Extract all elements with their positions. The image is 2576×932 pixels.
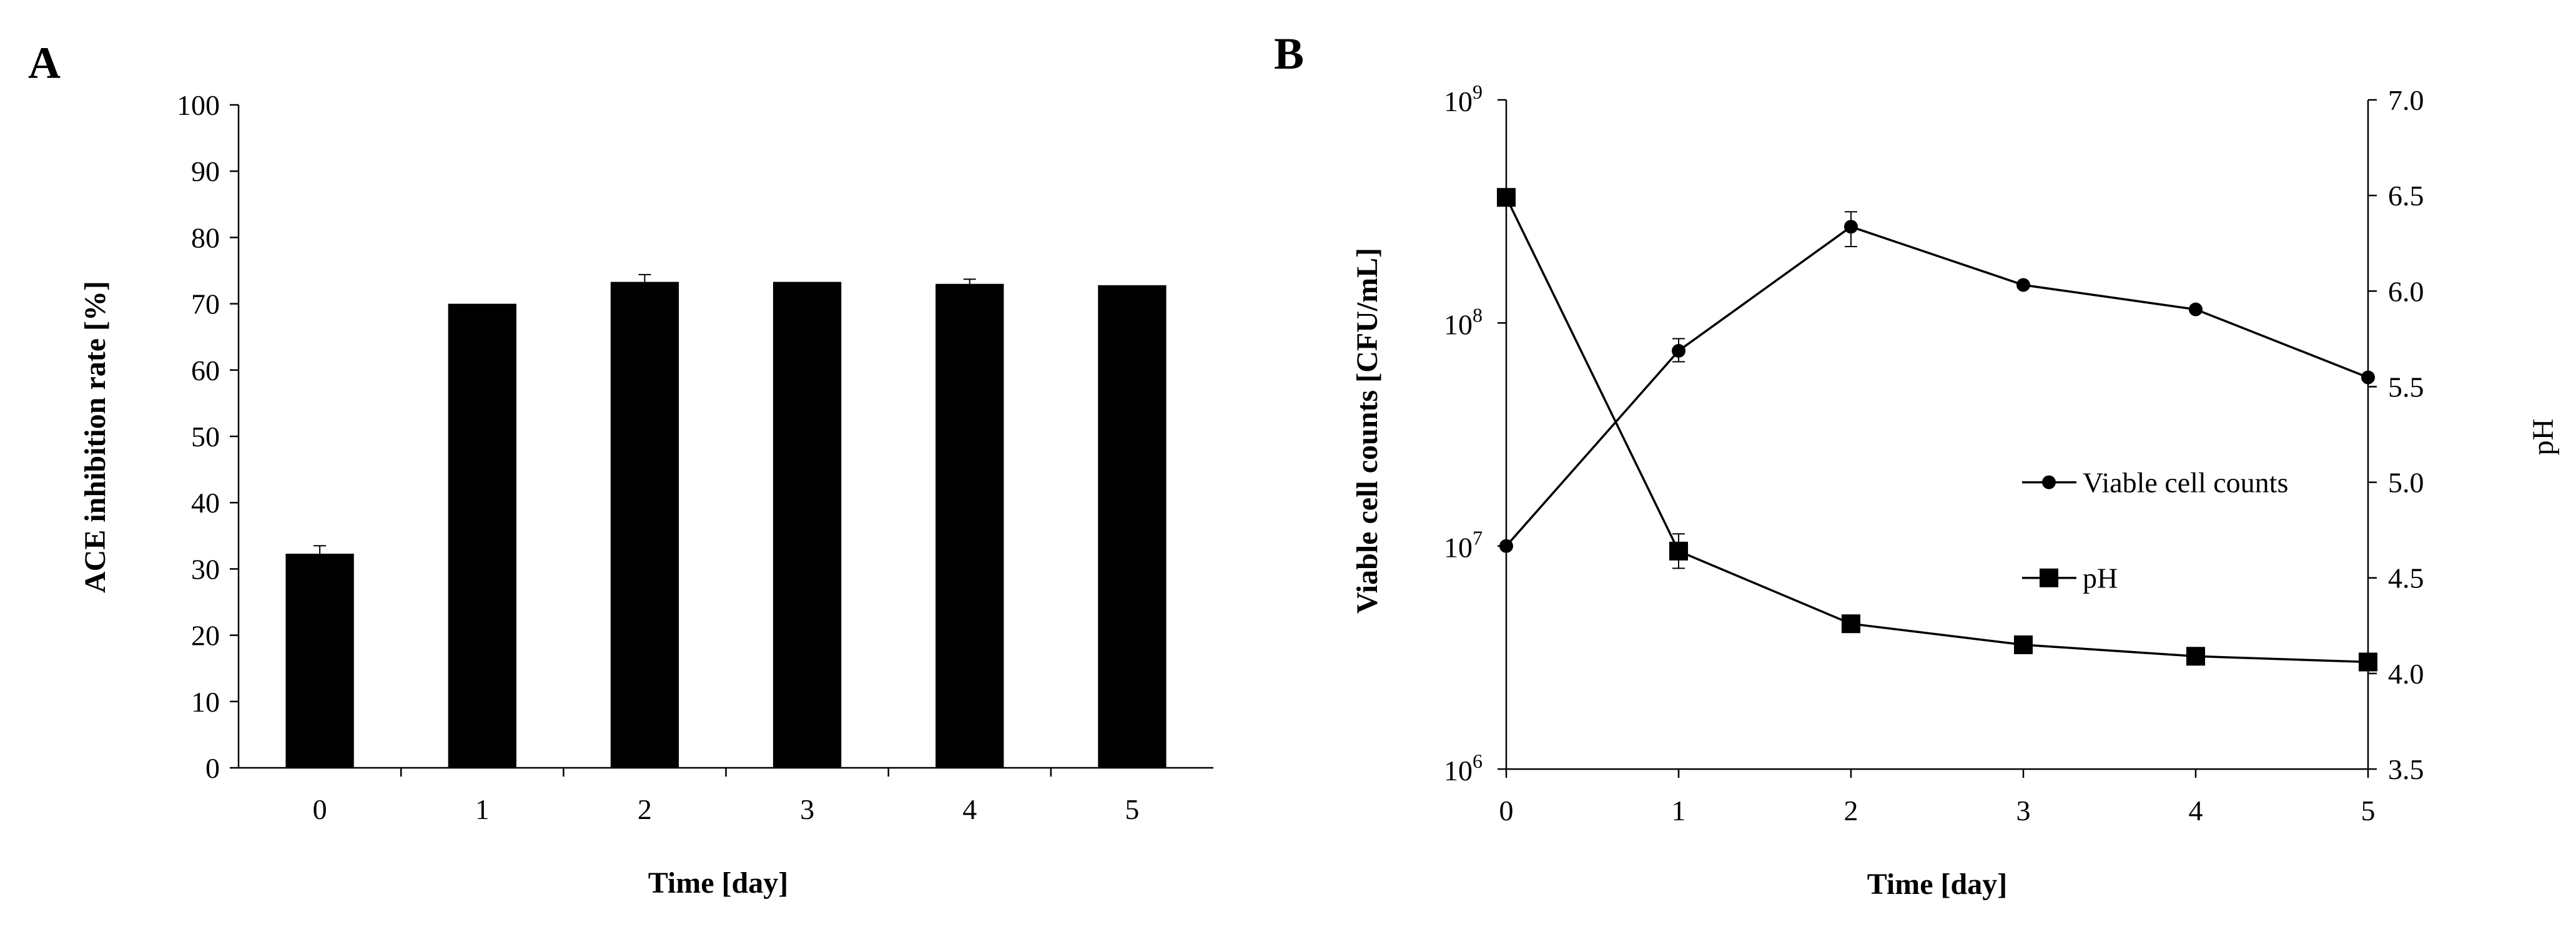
x-tick-label: 1 — [475, 793, 490, 825]
data-point — [2016, 278, 2030, 292]
y-axis-left-title-b: Viable cell counts [CFU/mL] — [1351, 248, 1384, 614]
series-line — [1505, 197, 2369, 664]
y-left-tick-label: 109 — [1444, 81, 1483, 117]
y-axis-right-title-b: pH — [2527, 419, 2560, 456]
tick-exponent: 8 — [1473, 303, 1483, 326]
bar — [285, 553, 354, 768]
y-left-tick-label: 108 — [1444, 303, 1483, 340]
bar — [1098, 285, 1167, 768]
x-tick-label: 1 — [1672, 795, 1686, 827]
bars-a — [285, 273, 1167, 768]
data-point — [1499, 539, 1513, 553]
series-ph — [1497, 188, 2377, 672]
legend-label: Viable cell counts — [2083, 467, 2288, 499]
y-tick-label: 100 — [177, 89, 220, 121]
series-viable-cell-counts — [1499, 211, 2375, 553]
x-tick-label: 5 — [2361, 795, 2376, 827]
series-b — [1497, 188, 2377, 672]
bar — [772, 282, 842, 768]
y-tick-label: 10 — [191, 686, 220, 718]
y-right-tick-label: 4.0 — [2388, 658, 2424, 690]
y-right-tick-label: 7.0 — [2388, 84, 2424, 116]
y-tick-label: 40 — [191, 487, 220, 519]
legend-marker — [2042, 475, 2056, 489]
data-point — [1842, 614, 1860, 634]
y-left-tick-label: 106 — [1444, 750, 1483, 787]
y-right-tick-label: 5.0 — [2388, 467, 2424, 499]
tick-base: 10 — [1444, 532, 1473, 564]
data-point — [1672, 343, 1685, 358]
y-right-tick-label: 5.5 — [2388, 371, 2424, 403]
x-tick-label: 3 — [2016, 795, 2031, 827]
y-right-tick-label: 4.5 — [2388, 562, 2424, 594]
x-tick-label: 0 — [1499, 795, 1514, 827]
y-ticks-a: 0 10 20 30 40 50 60 70 80 90 100 — [177, 89, 239, 784]
panel-label-a: A — [28, 38, 61, 88]
chart-panel-a: A 0 10 20 30 40 50 60 70 80 90 100 0 1 2 3 4 5 Time [da… — [28, 38, 1213, 900]
data-point — [2014, 635, 2033, 654]
data-point — [2361, 370, 2375, 385]
tick-base: 10 — [1444, 308, 1473, 340]
y-axis-title-a: ACE inhibition rate [%] — [79, 281, 112, 593]
legend-marker — [2040, 568, 2058, 587]
x-tick-label: 4 — [962, 793, 977, 825]
y-tick-label: 50 — [191, 421, 220, 453]
tick-base: 10 — [1444, 755, 1473, 787]
tick-exponent: 7 — [1473, 527, 1483, 549]
panel-label-b: B — [1274, 29, 1304, 79]
y-tick-label: 20 — [191, 620, 220, 652]
legend-b: Viable cell counts pH — [2022, 467, 2288, 594]
x-tick-label: 3 — [800, 793, 814, 825]
x-ticks-a: 0 1 2 3 4 5 — [313, 768, 1139, 825]
x-tick-label: 2 — [638, 793, 652, 825]
error-bar — [963, 278, 976, 290]
y-right-tick-label: 3.5 — [2388, 753, 2424, 785]
y-right-tick-label: 6.0 — [2388, 275, 2424, 307]
tick-base: 10 — [1444, 86, 1473, 117]
legend-item: pH — [2022, 562, 2118, 594]
data-point — [1669, 541, 1688, 561]
error-bar — [638, 273, 651, 290]
x-axis-title-a: Time [day] — [648, 866, 788, 900]
y-tick-label: 30 — [191, 553, 220, 585]
legend-item: Viable cell counts — [2022, 467, 2288, 499]
y-tick-label: 0 — [205, 752, 220, 784]
series-line — [1505, 225, 2369, 547]
data-point — [2186, 647, 2205, 666]
y-left-tick-label: 107 — [1444, 527, 1483, 564]
x-tick-label: 0 — [313, 793, 327, 825]
y-tick-label: 60 — [191, 355, 220, 386]
bar — [610, 282, 679, 768]
y-tick-label: 80 — [191, 222, 220, 253]
x-axis-title-b: Time [day] — [1867, 868, 2007, 901]
y-tick-label: 70 — [191, 288, 220, 320]
data-point — [1497, 188, 1516, 207]
y-ticks-right-b: 3.5 4.0 4.5 5.0 5.5 6.0 6.5 7.0 — [2368, 84, 2424, 785]
tick-exponent: 9 — [1473, 81, 1483, 103]
error-bar — [313, 545, 327, 562]
data-point — [1844, 220, 1858, 234]
data-point — [2359, 652, 2377, 672]
x-ticks-b: 0 1 2 3 4 5 — [1499, 769, 2376, 827]
x-tick-label: 4 — [2189, 795, 2203, 827]
y-right-tick-label: 6.5 — [2388, 180, 2424, 212]
x-tick-label: 5 — [1125, 793, 1139, 825]
x-tick-label: 2 — [1844, 795, 1858, 827]
tick-exponent: 6 — [1473, 750, 1483, 772]
bar — [935, 283, 1004, 768]
y-tick-label: 90 — [191, 155, 220, 187]
bar — [448, 303, 516, 768]
data-point — [2189, 302, 2203, 316]
legend-label: pH — [2083, 562, 2118, 594]
